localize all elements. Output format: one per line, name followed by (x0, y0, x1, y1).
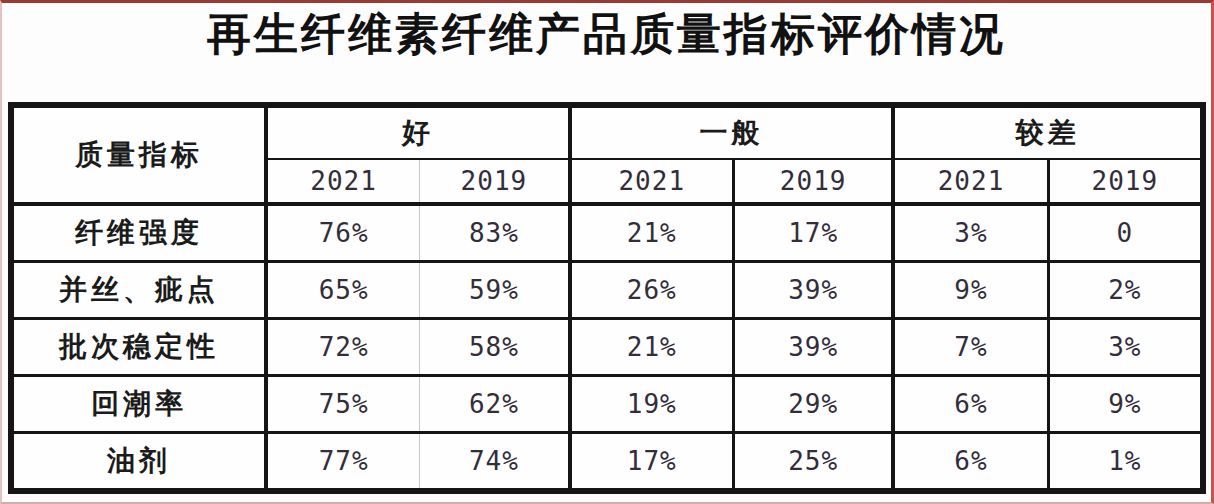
table-cell: 83% (420, 204, 570, 262)
table-row: 油剂 77% 74% 17% 25% 6% 1% (11, 433, 1203, 492)
row-label: 批次稳定性 (11, 319, 266, 376)
table-cell: 19% (570, 376, 734, 433)
table-cell: 0 (1048, 204, 1203, 262)
table-row: 纤维强度 76% 83% 21% 17% 3% 0 (11, 204, 1203, 262)
year-header: 2019 (1048, 159, 1203, 204)
table-cell: 17% (733, 204, 893, 262)
year-header: 2019 (420, 159, 570, 204)
year-header: 2021 (266, 159, 420, 204)
year-header: 2021 (893, 159, 1048, 204)
row-label: 油剂 (11, 433, 266, 492)
table-header-row-groups: 质量指标 好 一般 较差 (11, 105, 1203, 159)
table-row: 回潮率 75% 62% 19% 29% 6% 9% (11, 376, 1203, 433)
group-header-good: 好 (266, 105, 570, 159)
table-cell: 77% (266, 433, 420, 492)
row-label: 纤维强度 (11, 204, 266, 262)
table-cell: 3% (1048, 319, 1203, 376)
table-cell: 26% (570, 262, 734, 319)
table-row: 批次稳定性 72% 58% 21% 39% 7% 3% (11, 319, 1203, 376)
table-cell: 1% (1048, 433, 1203, 492)
table-cell: 7% (893, 319, 1048, 376)
group-header-poor: 较差 (893, 105, 1203, 159)
row-label: 并丝、疵点 (11, 262, 266, 319)
table-row: 并丝、疵点 65% 59% 26% 39% 9% 2% (11, 262, 1203, 319)
page-frame: 再生纤维素纤维产品质量指标评价情况 质量指标 好 一般 较差 2021 2019… (0, 0, 1214, 504)
table-cell: 72% (266, 319, 420, 376)
table-cell: 6% (893, 433, 1048, 492)
table-cell: 75% (266, 376, 420, 433)
table-cell: 6% (893, 376, 1048, 433)
table-cell: 29% (733, 376, 893, 433)
table-cell: 65% (266, 262, 420, 319)
table-cell: 39% (733, 319, 893, 376)
table-cell: 2% (1048, 262, 1203, 319)
table-cell: 25% (733, 433, 893, 492)
corner-header-quality-indicator: 质量指标 (11, 105, 266, 204)
table-cell: 76% (266, 204, 420, 262)
year-header: 2019 (733, 159, 893, 204)
group-header-average: 一般 (570, 105, 894, 159)
table-cell: 58% (420, 319, 570, 376)
table-cell: 9% (893, 262, 1048, 319)
table-cell: 21% (570, 319, 734, 376)
table-cell: 39% (733, 262, 893, 319)
table-cell: 21% (570, 204, 734, 262)
table-cell: 59% (420, 262, 570, 319)
table-cell: 17% (570, 433, 734, 492)
table-cell: 62% (420, 376, 570, 433)
row-label: 回潮率 (11, 376, 266, 433)
year-header: 2021 (570, 159, 734, 204)
table-cell: 9% (1048, 376, 1203, 433)
table-cell: 74% (420, 433, 570, 492)
quality-table: 质量指标 好 一般 较差 2021 2019 2021 2019 2021 20… (8, 102, 1206, 494)
page-title: 再生纤维素纤维产品质量指标评价情况 (2, 7, 1211, 61)
table-cell: 3% (893, 204, 1048, 262)
